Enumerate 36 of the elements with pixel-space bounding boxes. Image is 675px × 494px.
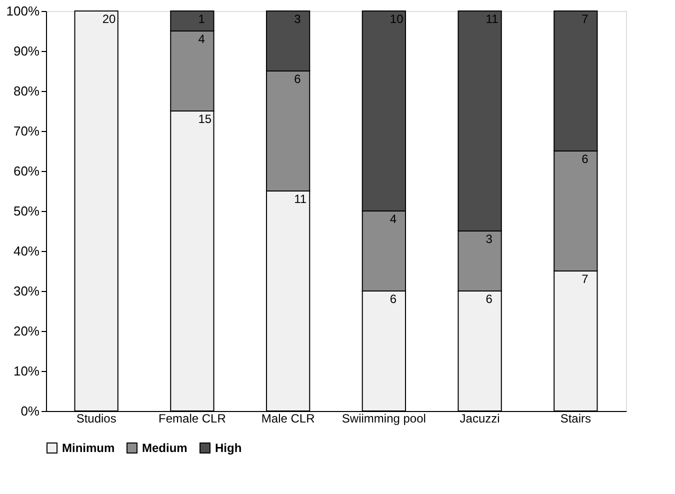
y-tick-label: 40% [13,244,40,258]
x-tick-label: Male CLR [261,412,316,426]
y-tick-label: 100% [6,4,40,18]
annotation: 6 [294,72,302,86]
y-tick-label: 70% [13,124,40,138]
legend-label: Medium [142,441,188,455]
annotation: 11 [486,12,499,26]
y-tick-label: 30% [13,284,40,298]
x-tick-label: Swiimming pool [342,412,426,426]
annotation: 6 [486,292,493,306]
annotation: 4 [390,212,397,226]
x-tick-label: Stairs [560,412,592,426]
y-tick-label: 20% [13,324,40,338]
annotation: 6 [582,152,589,166]
annotation: 3 [486,232,493,246]
legend-label: High [215,441,242,455]
y-tick-label: 90% [13,44,40,58]
annotation: 3 [294,12,302,26]
y-tick-label: 0% [20,404,40,418]
annotation: 7 [582,272,589,286]
annotation: 11 [294,192,307,206]
legend-label: Minimum [62,441,115,455]
annotation: 20 [102,12,116,26]
y-tick-label: 50% [13,204,40,218]
annotation: 10 [390,12,404,26]
x-tick-label: Jacuzzi [460,412,500,426]
x-tick-label: Female CLR [158,412,226,426]
annotation: 6 [390,292,397,306]
annotation: 4 [198,32,206,46]
annotation: 1 [198,12,206,26]
annotation: 7 [582,12,589,26]
x-tick-label: Studios [76,412,116,426]
annotation: 15 [198,112,212,126]
y-tick-label: 10% [13,364,40,378]
y-tick-label: 60% [13,164,40,178]
y-tick-label: 80% [13,84,40,98]
